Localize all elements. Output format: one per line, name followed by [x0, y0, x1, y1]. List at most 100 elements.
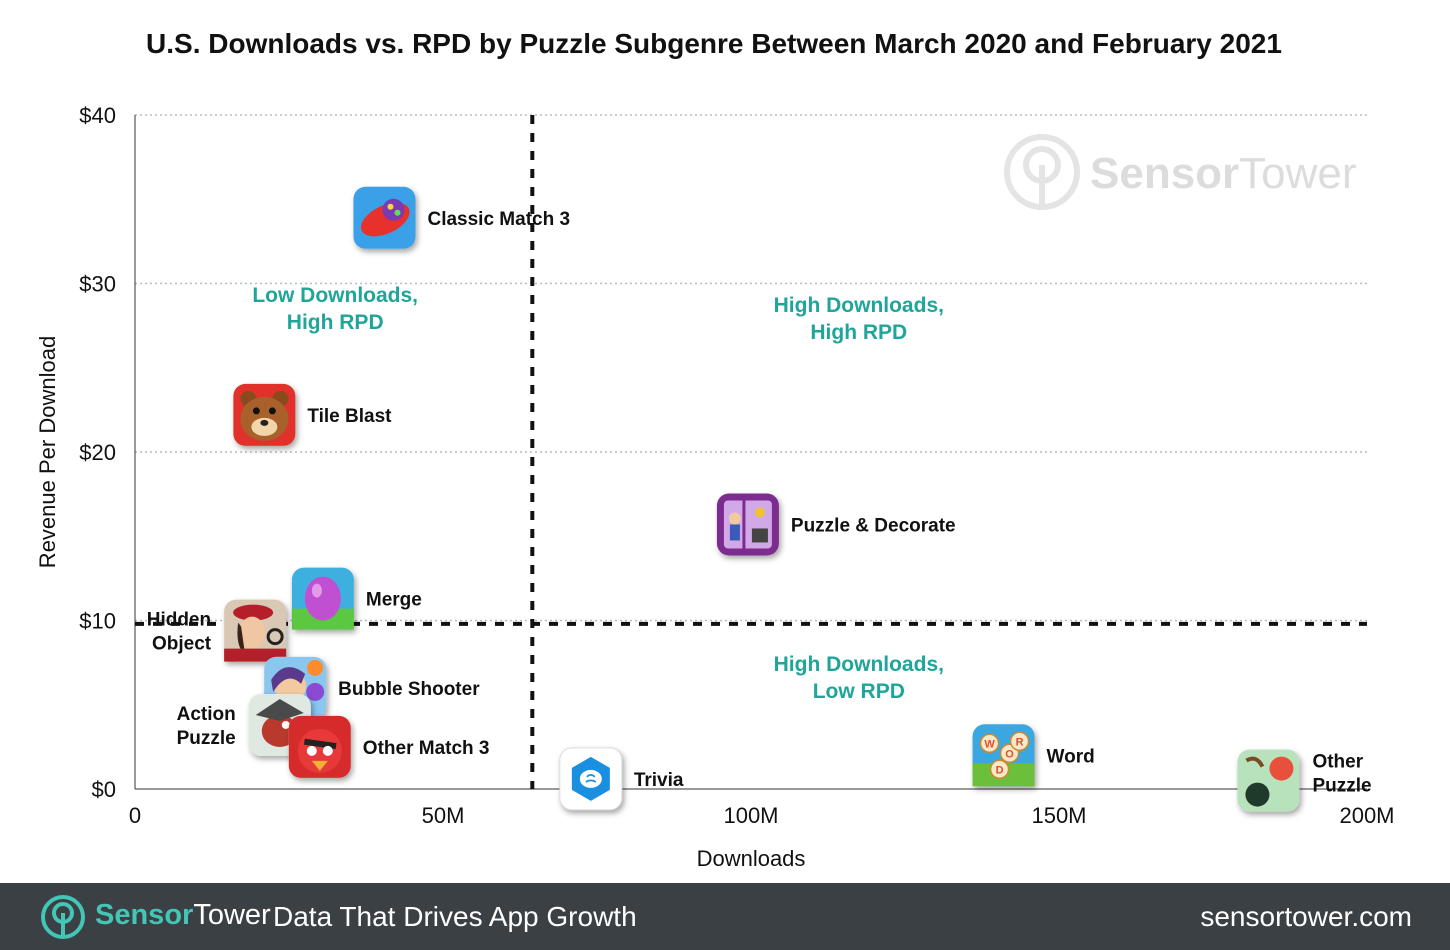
point-label: Puzzle & Decorate	[791, 515, 956, 536]
point-label-line: Hidden	[147, 610, 211, 631]
bear-nose	[260, 419, 269, 426]
egg-icon	[291, 567, 354, 630]
quadrant-label-line: High Downloads,	[774, 294, 944, 317]
chat-brain-icon	[559, 747, 623, 811]
quadrant-label: Low Downloads, High RPD	[252, 284, 418, 334]
x-tick-label: 200M	[1339, 803, 1394, 828]
chat-bubble	[579, 769, 602, 788]
letter-tile	[1009, 731, 1030, 752]
bear-eye	[252, 407, 260, 415]
candy-ball	[382, 198, 405, 221]
point-label: Trivia	[634, 770, 684, 791]
y-tick-label: $30	[79, 272, 116, 297]
y-axis-label: Revenue Per Download	[35, 336, 60, 568]
candy-dot	[387, 203, 394, 210]
chart-title: U.S. Downloads vs. RPD by Puzzle Subgenr…	[146, 28, 1282, 59]
data-points: Classic Match 3 Tile Blast Puzzle & Decora…	[147, 186, 1372, 812]
point-label: Classic Match 3	[427, 209, 570, 230]
point-label: Other Match 3	[363, 738, 490, 759]
point-label-line: Action	[177, 704, 236, 725]
letter-tile-glyph: R	[1016, 736, 1024, 748]
footer-brand: SensorTower	[95, 899, 271, 932]
x-tick-label: 100M	[723, 803, 778, 828]
beak	[311, 760, 328, 771]
x-axis-label: Downloads	[697, 846, 806, 871]
quadrant-label-line: High RPD	[810, 321, 907, 344]
point-label: Tile Blast	[307, 406, 392, 427]
word-tiles-icon: WOR D	[972, 724, 1035, 787]
eye	[306, 745, 317, 756]
bear-eye	[268, 407, 276, 415]
point-label-line: Puzzle	[1312, 776, 1371, 797]
eye	[322, 745, 333, 756]
point-label-line: Puzzle	[177, 728, 236, 749]
bear-icon	[233, 383, 296, 446]
dark-dot	[1245, 782, 1270, 807]
y-tick-label: $10	[79, 609, 116, 634]
watermark-sensor: Sensor	[1090, 149, 1239, 198]
hair	[237, 622, 246, 655]
brain-lines	[585, 773, 597, 783]
quadrant-label-line: Low Downloads,	[252, 284, 418, 307]
coin	[754, 507, 765, 518]
quadrant-label-line: High RPD	[287, 311, 384, 334]
x-tick-label: 150M	[1031, 803, 1086, 828]
footer-url[interactable]: sensortower.com	[1200, 901, 1412, 932]
detective-icon	[224, 599, 287, 662]
candy-icon	[353, 186, 416, 249]
footer-brand-sensor: Sensor	[95, 899, 194, 931]
hair	[271, 667, 306, 692]
quadrant-label: High Downloads, High RPD	[774, 294, 944, 344]
house-icon	[716, 493, 779, 556]
figure-head	[728, 512, 741, 525]
point-label: Word	[1047, 746, 1095, 767]
face	[239, 616, 266, 649]
bear-muzzle	[251, 417, 278, 436]
footer-tagline: Data That Drives App Growth	[273, 901, 637, 932]
quadrant-label-line: High Downloads,	[774, 653, 944, 676]
footer-brand-tower: Tower	[193, 899, 271, 931]
x-tick-label: 50M	[422, 803, 465, 828]
tick-labels: $0 $10 $20 $30 $40 0 50M 100M 150M 200M	[79, 103, 1394, 828]
red-dot	[1269, 756, 1294, 781]
dots-icon	[1237, 749, 1300, 812]
point-label: Bubble Shooter	[338, 679, 480, 700]
point-label: Action Puzzle	[177, 704, 236, 749]
letter-tile	[979, 733, 1000, 754]
point-label-line: Other	[1312, 752, 1363, 773]
hat	[233, 604, 274, 621]
axes	[134, 115, 1367, 790]
quadrant-label: High Downloads, Low RPD	[774, 653, 944, 703]
figure-body	[729, 524, 740, 541]
angry-bird-icon	[288, 715, 351, 778]
letter-tile	[989, 759, 1010, 780]
letter-tile-glyph: D	[996, 764, 1004, 776]
sensortower-logo-icon	[41, 895, 85, 939]
scatter-chart: SensorTower $0 $10 $20 $30 $40 0 50M 100M 150M 20…	[35, 103, 1395, 871]
sensortower-watermark: SensorTower	[1004, 134, 1357, 210]
footer-bar: SensorTower Data That Drives App Growth …	[0, 883, 1450, 950]
wing	[255, 698, 304, 721]
x-tick-label: 0	[129, 803, 141, 828]
bubble	[306, 682, 325, 701]
egg	[304, 576, 341, 621]
point-label: Other Puzzle	[1312, 752, 1371, 797]
y-tick-label: $20	[79, 440, 116, 465]
point-label: Merge	[366, 590, 422, 611]
letter-tile-glyph: W	[984, 738, 995, 750]
letter-tile-glyph: O	[1005, 748, 1014, 760]
bubble	[307, 659, 324, 676]
y-tick-label: $0	[92, 777, 116, 802]
quadrant-label-line: Low RPD	[813, 680, 905, 703]
point-label-line: Object	[152, 634, 212, 655]
watermark-tower: Tower	[1239, 149, 1356, 198]
branch	[1245, 756, 1265, 768]
point-label: Hidden Object	[147, 610, 212, 655]
sensortower-logo-icon	[1004, 134, 1080, 210]
egg-shine	[311, 583, 322, 598]
magnifier	[266, 628, 284, 646]
candy-dot	[394, 209, 401, 216]
svg-text:SensorTower: SensorTower	[1090, 149, 1357, 198]
eye	[281, 720, 290, 729]
